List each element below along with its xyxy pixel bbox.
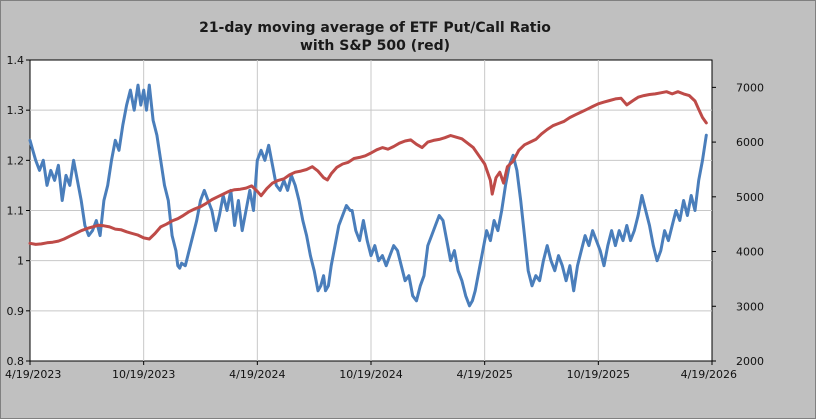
y-right-tick-label: 3000 (736, 300, 764, 313)
y-left-tick-label: 1 (17, 255, 24, 268)
series-line-sp500 (28, 90, 708, 246)
grid-layer (30, 60, 712, 361)
x-tick-label: 4/19/2024 (229, 368, 285, 381)
chart-subtitle: with S&P 500 (red) (300, 38, 450, 54)
x-tick-label: 10/19/2023 (112, 368, 175, 381)
x-tick-label: 4/19/2023 (5, 368, 61, 381)
x-tick-label: 4/19/2025 (456, 368, 512, 381)
series-line-put-call-ratio (28, 83, 708, 308)
y-left-tick-label: 0.9 (7, 305, 25, 318)
y-left-tick-label: 1.1 (7, 205, 25, 218)
y-left-tick-label: 0.8 (7, 355, 25, 368)
y-right-tick-label: 5000 (736, 191, 764, 204)
chart-title: 21-day moving average of ETF Put/Call Ra… (199, 20, 551, 36)
series-layer (28, 83, 708, 308)
y-left-tick-label: 1.4 (7, 54, 25, 67)
y-right-tick-label: 6000 (736, 136, 764, 149)
x-tick-label: 10/19/2025 (567, 368, 630, 381)
y-right-tick-label: 7000 (736, 81, 764, 94)
y-right-tick-label: 4000 (736, 246, 764, 259)
y-left-tick-label: 1.3 (7, 104, 25, 117)
y-right-tick-label: 2000 (736, 355, 764, 368)
x-tick-label: 10/19/2024 (339, 368, 402, 381)
x-tick-label: 4/19/2026 (681, 368, 737, 381)
axis-layer: 0.8 0.9 1 1.1 1.2 1.3 1.4 2000 3000 4000 5000 6000 7… (5, 54, 764, 381)
y-left-tick-label: 1.2 (7, 154, 25, 167)
